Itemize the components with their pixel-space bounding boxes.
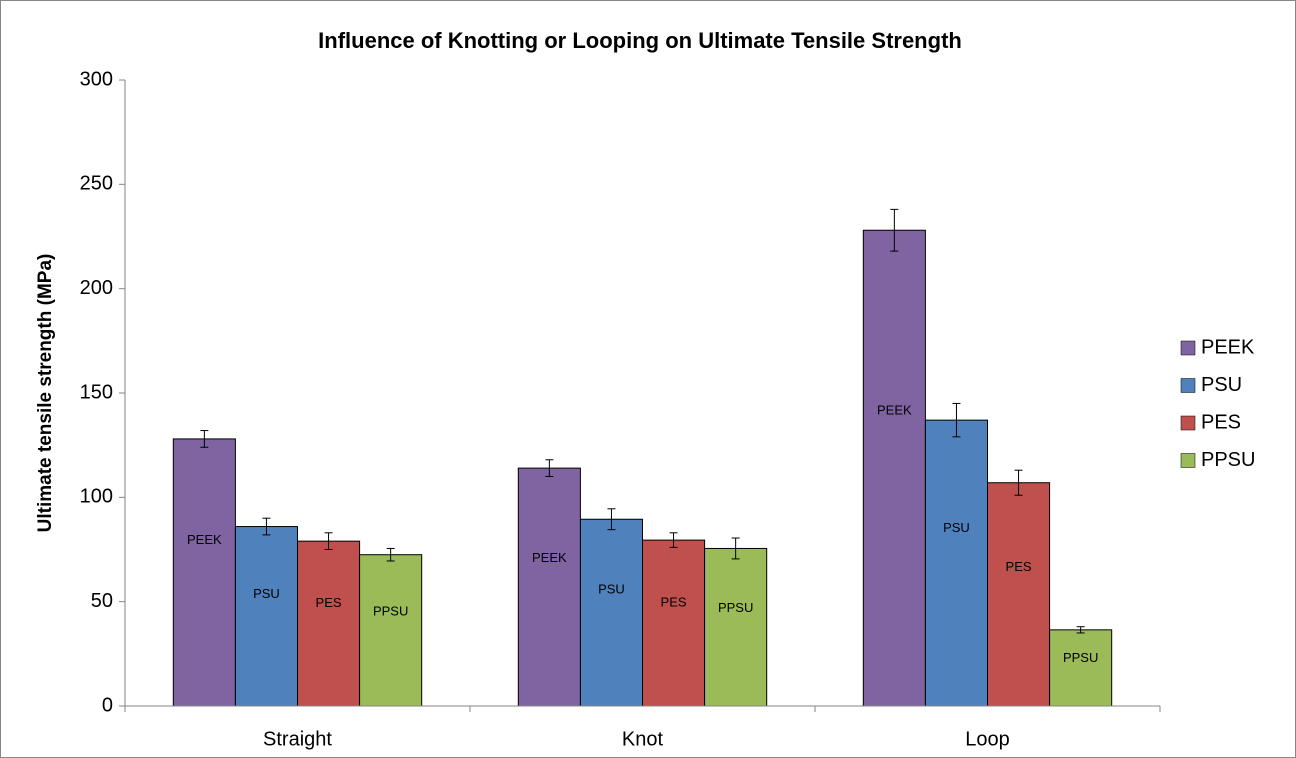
y-tick-label: 200 xyxy=(80,277,113,299)
bar-label: PES xyxy=(316,595,342,610)
bar-label: PPSU xyxy=(373,604,408,619)
y-tick-label: 250 xyxy=(80,173,113,195)
bar xyxy=(579,518,644,707)
bar xyxy=(704,547,768,707)
y-tick-label: 0 xyxy=(102,694,113,716)
y-tick-label: 300 xyxy=(80,68,113,90)
legend-swatch xyxy=(1180,378,1196,393)
bar-label: PES xyxy=(1006,559,1032,574)
bar xyxy=(924,419,989,707)
legend-label: PES xyxy=(1201,411,1241,433)
bar xyxy=(297,540,361,707)
x-tick-label: Straight xyxy=(263,728,332,750)
y-tick-label: 50 xyxy=(91,590,113,612)
bar-label: PEEK xyxy=(187,532,222,547)
bar-label: PPSU xyxy=(1063,650,1098,665)
bar-label: PPSU xyxy=(718,600,753,615)
x-tick-label: Loop xyxy=(965,728,1010,750)
bar xyxy=(172,438,236,707)
legend-label: PPSU xyxy=(1201,449,1255,471)
bar-label: PES xyxy=(661,595,687,610)
bar xyxy=(987,482,1051,707)
bar-label: PSU xyxy=(253,586,280,601)
legend-swatch xyxy=(1180,340,1196,356)
bar-label: PEEK xyxy=(532,550,567,565)
bar xyxy=(517,467,581,707)
chart-title: Influence of Knotting or Looping on Ulti… xyxy=(318,28,962,53)
bar xyxy=(862,229,926,707)
bar-label: PSU xyxy=(943,520,970,535)
bar-label: PSU xyxy=(598,582,625,597)
bar-label: PEEK xyxy=(877,402,912,417)
y-axis-label: Ultimate tensile strength (MPa) xyxy=(35,254,56,533)
bar xyxy=(359,554,423,707)
bar xyxy=(234,526,298,707)
legend-label: PEEK xyxy=(1201,336,1255,358)
legend-swatch xyxy=(1180,415,1196,431)
y-tick-label: 100 xyxy=(80,486,113,508)
legend-swatch xyxy=(1180,453,1196,468)
x-tick-label: Knot xyxy=(622,728,664,750)
bar xyxy=(1049,629,1113,707)
bar xyxy=(642,539,706,707)
y-tick-label: 150 xyxy=(80,381,113,403)
legend-label: PSU xyxy=(1201,374,1242,396)
